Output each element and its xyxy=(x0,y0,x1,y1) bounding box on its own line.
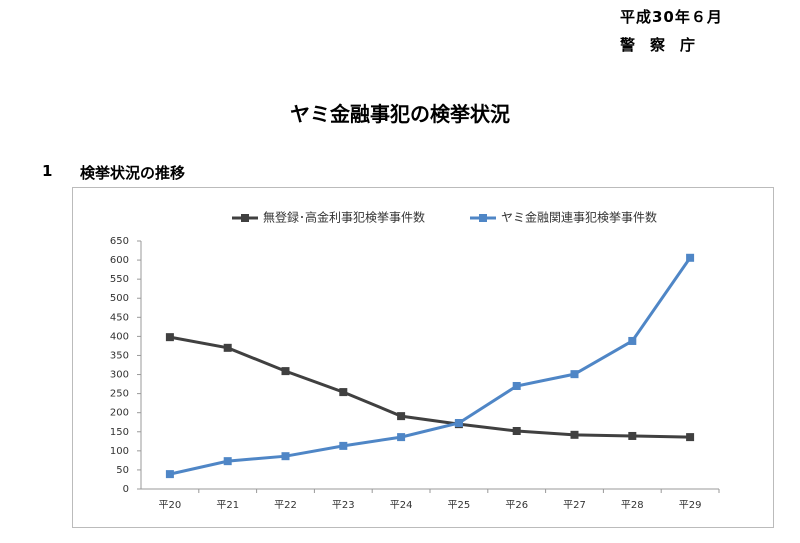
series-line xyxy=(169,256,692,476)
legend-label: 無登録･高金利事犯検挙事件数 xyxy=(263,210,425,225)
y-tick-label: 0 xyxy=(123,484,129,495)
y-tick-label: 400 xyxy=(110,331,129,342)
marker xyxy=(570,370,579,379)
marker xyxy=(165,470,174,479)
y-tick-label: 100 xyxy=(110,446,129,457)
marker xyxy=(512,381,521,390)
y-tick-label: 500 xyxy=(110,293,129,304)
marker xyxy=(281,367,290,376)
y-tick-label: 250 xyxy=(110,389,129,400)
marker xyxy=(165,333,174,342)
y-tick-label: 350 xyxy=(110,350,129,361)
marker xyxy=(397,433,406,442)
legend-label: ヤミ金融関連事犯検挙事件数 xyxy=(501,210,657,225)
section-title: 検挙状況の推移 xyxy=(80,164,186,182)
x-tick-label: 平24 xyxy=(390,500,413,511)
y-tick-label: 600 xyxy=(110,255,129,266)
marker xyxy=(397,412,406,421)
marker xyxy=(281,452,290,461)
agency: 警 察 庁 xyxy=(620,36,696,54)
marker xyxy=(628,336,637,345)
y-tick-label: 50 xyxy=(116,465,129,476)
series-line xyxy=(169,335,691,439)
marker xyxy=(686,253,695,262)
marker xyxy=(686,433,695,442)
marker xyxy=(223,457,232,466)
legend-marker xyxy=(241,214,249,222)
x-tick-label: 平22 xyxy=(274,500,297,511)
x-tick-label: 平28 xyxy=(621,500,644,511)
marker xyxy=(570,430,579,439)
marker xyxy=(339,441,348,450)
marker xyxy=(339,388,348,397)
date: 平成30年６月 xyxy=(620,8,723,26)
marker xyxy=(454,418,463,427)
x-tick-label: 平26 xyxy=(505,500,528,511)
x-tick-label: 平29 xyxy=(679,500,702,511)
marker xyxy=(223,343,232,352)
y-tick-label: 450 xyxy=(110,312,129,323)
x-tick-label: 平27 xyxy=(563,500,586,511)
legend-marker xyxy=(479,214,487,222)
chart-frame xyxy=(72,187,774,528)
y-tick-label: 550 xyxy=(110,274,129,285)
doc-title: ヤミ金融事犯の検挙状況 xyxy=(290,102,510,126)
x-tick-label: 平20 xyxy=(159,500,182,511)
y-tick-label: 200 xyxy=(110,408,129,419)
y-tick-label: 300 xyxy=(110,370,129,381)
section-number: 1 xyxy=(42,162,53,180)
marker xyxy=(628,431,637,440)
y-tick-label: 150 xyxy=(110,427,129,438)
x-tick-label: 平25 xyxy=(448,500,471,511)
marker xyxy=(512,427,521,436)
x-tick-label: 平21 xyxy=(216,500,239,511)
x-tick-label: 平23 xyxy=(332,500,355,511)
y-tick-label: 650 xyxy=(110,236,129,247)
